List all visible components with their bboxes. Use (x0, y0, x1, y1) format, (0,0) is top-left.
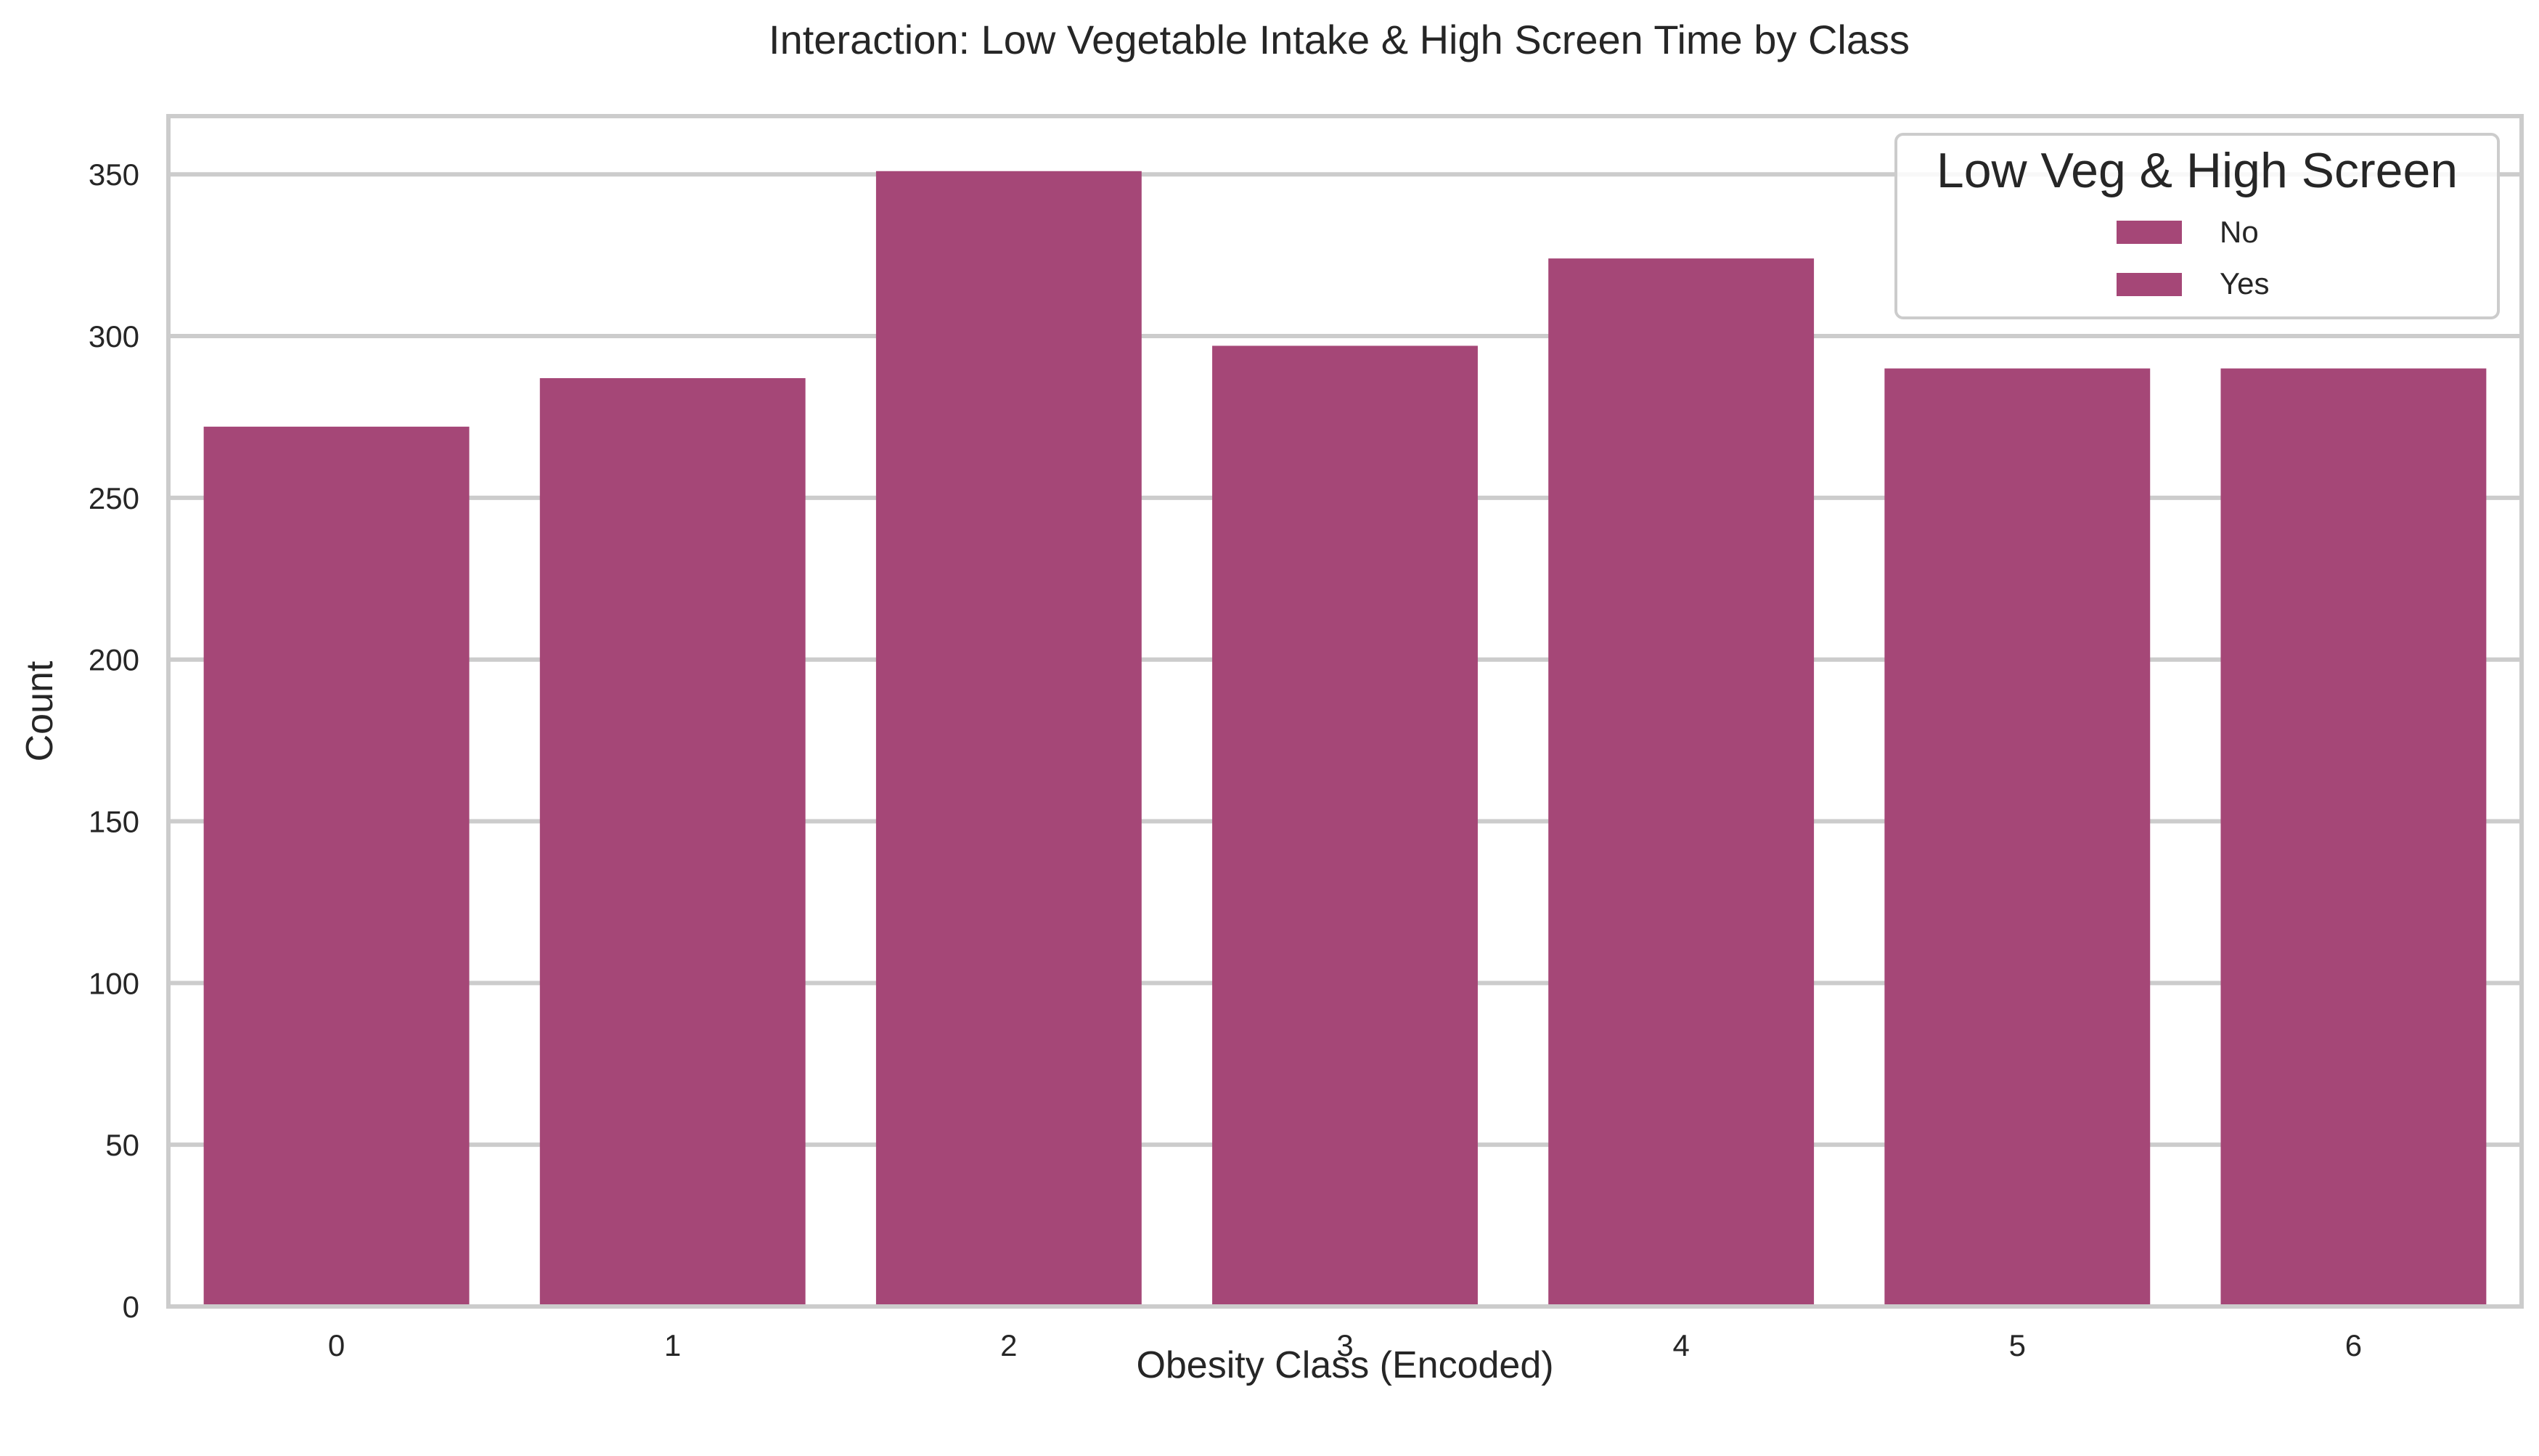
chart-title: Interaction: Low Vegetable Intake & High… (769, 17, 1910, 62)
legend-box (1894, 133, 2500, 319)
legend-label-yes: Yes (2220, 266, 2270, 300)
bar-class-5 (1884, 368, 2151, 1307)
bar-class-1 (539, 377, 806, 1306)
y-tick-label: 200 (89, 643, 139, 677)
x-tick-labels: 0 1 2 3 4 5 6 (328, 1328, 2362, 1362)
y-tick-label: 100 (89, 966, 139, 1000)
legend-swatch-no (2117, 221, 2182, 244)
y-tick-label: 350 (89, 158, 139, 192)
legend: Low Veg & High Screen No Yes (1894, 133, 2500, 319)
plot-frame (166, 114, 2524, 1309)
bar-class-3 (1212, 345, 1478, 1306)
x-tick-label: 3 (1336, 1328, 1353, 1362)
legend-label-no: No (2220, 215, 2259, 249)
x-axis-label: Obesity Class (Encoded) (1136, 1344, 1553, 1386)
legend-title: Low Veg & High Screen (1937, 143, 2458, 198)
y-tick-label: 250 (89, 481, 139, 515)
x-tick-label: 1 (664, 1328, 681, 1362)
bars (203, 171, 2487, 1307)
x-tick-label: 5 (2009, 1328, 2026, 1362)
y-tick-label: 150 (89, 805, 139, 839)
y-tick-label: 0 (123, 1290, 139, 1324)
x-tick-label: 6 (2345, 1328, 2362, 1362)
legend-swatch-yes (2117, 273, 2182, 296)
y-axis-label: Count (19, 660, 61, 761)
bar-class-4 (1548, 258, 1815, 1307)
x-tick-label: 4 (1672, 1328, 1689, 1362)
x-tick-label: 0 (328, 1328, 345, 1362)
bar-class-0 (203, 426, 470, 1306)
y-tick-label: 300 (89, 319, 139, 353)
bar-class-2 (875, 171, 1142, 1306)
y-tick-labels: 0 50 100 150 200 250 300 350 (89, 158, 139, 1324)
y-tick-label: 50 (105, 1128, 139, 1162)
bar-class-6 (2220, 368, 2487, 1307)
x-tick-label: 2 (1000, 1328, 1017, 1362)
